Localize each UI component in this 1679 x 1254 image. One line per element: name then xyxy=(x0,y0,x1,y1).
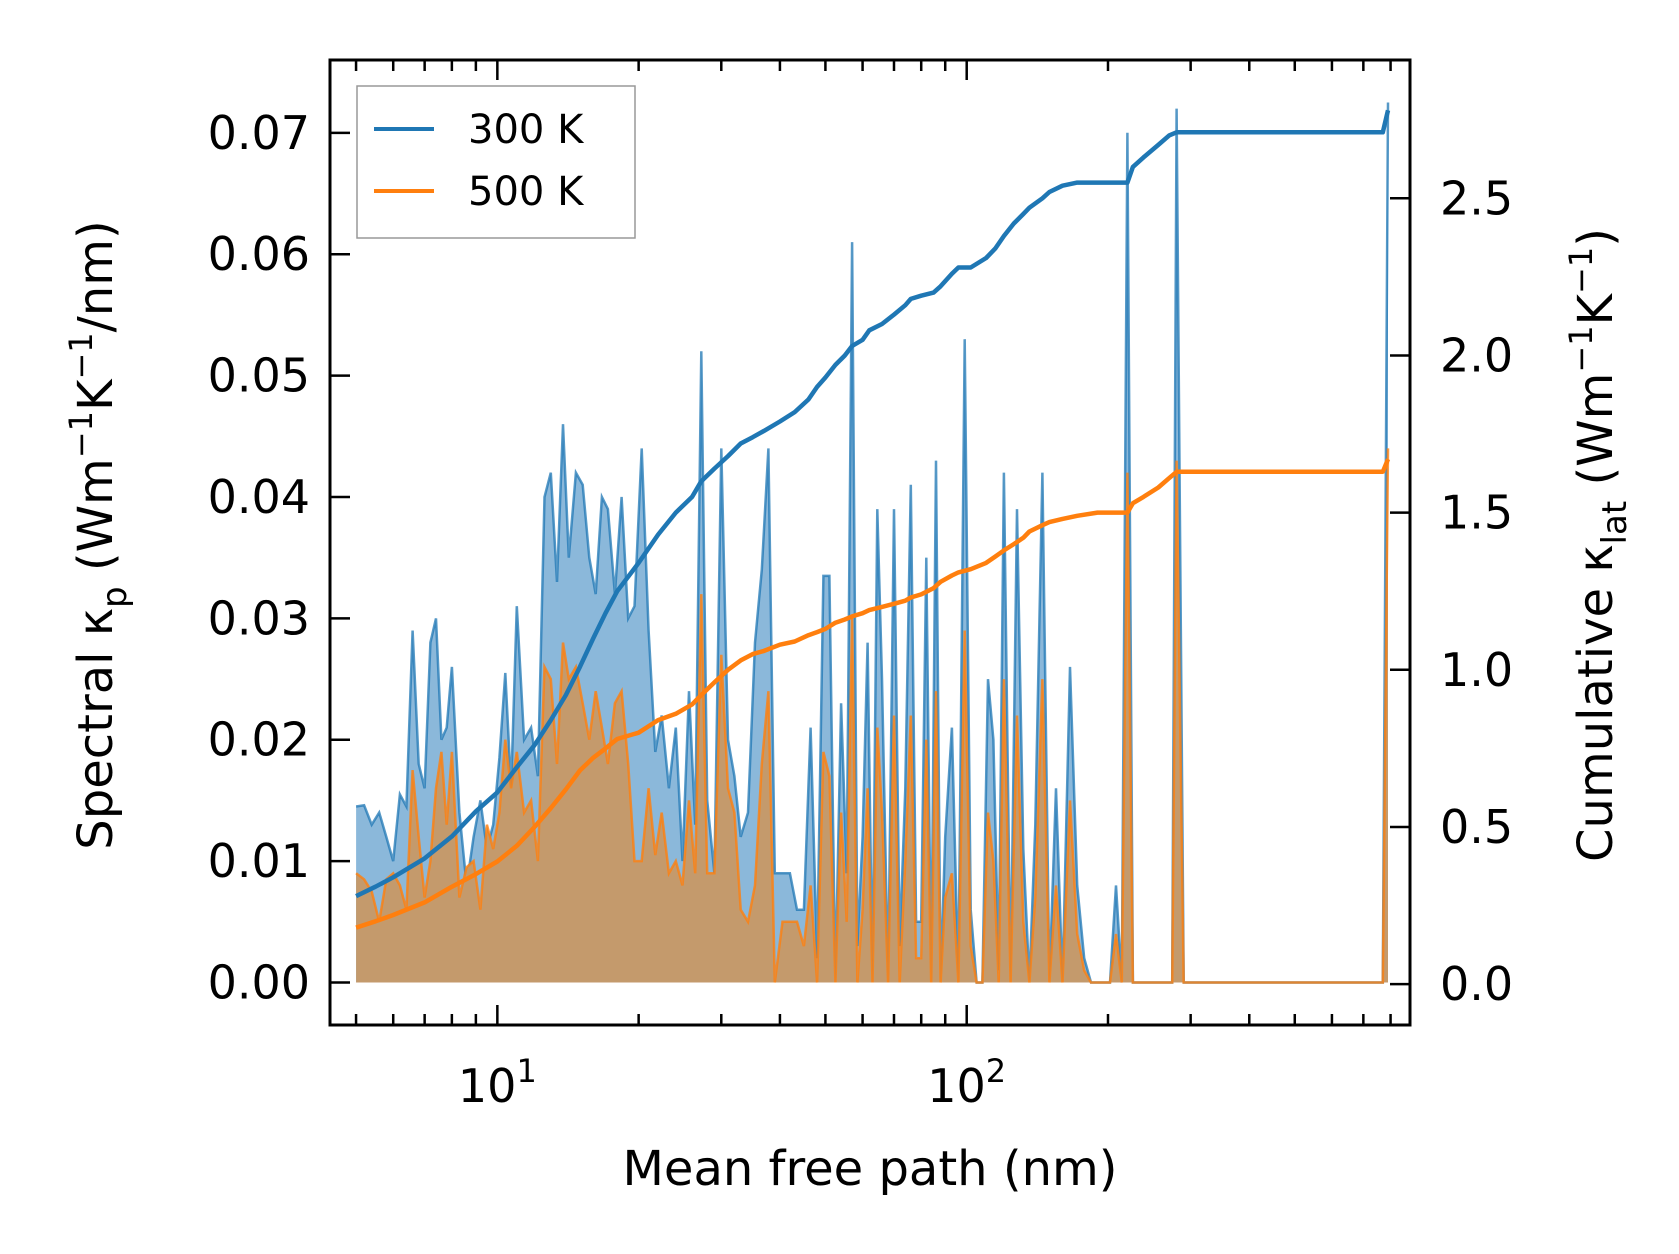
y-left-tick-label: 0.01 xyxy=(208,834,310,888)
plot-frame xyxy=(328,58,1412,1027)
x-tick-labels: 101 102 xyxy=(458,1052,1006,1113)
y-right-tick-label: 2.5 xyxy=(1440,171,1513,225)
cumulative-500k-line xyxy=(355,458,1391,930)
y-right-tick-label: 1.0 xyxy=(1440,643,1513,697)
y-left-axis-title: Spectral κp (Wm−1K−1/nm) xyxy=(62,220,135,849)
y-left-tick-label: 0.04 xyxy=(208,470,310,524)
spectral-fill-layer xyxy=(355,102,1390,984)
y-right-tick-label: 0.0 xyxy=(1440,957,1513,1011)
x-tick-label-100: 102 xyxy=(927,1052,1006,1113)
y-left-tick-label: 0.03 xyxy=(208,591,310,645)
tick-marks xyxy=(330,60,1410,1025)
y-left-tick-label: 0.06 xyxy=(208,227,310,281)
y-left-tick-label: 0.02 xyxy=(208,713,310,767)
spectral-300k-edge xyxy=(355,102,1390,984)
legend-box xyxy=(356,85,636,239)
y-left-tick-label: 0.00 xyxy=(208,956,310,1010)
y-right-tick-label: 1.5 xyxy=(1440,486,1513,540)
y-right-tick-label: 2.0 xyxy=(1440,328,1513,382)
left-y-tick-labels: 0.00 0.01 0.02 0.03 0.04 0.05 0.06 0.07 xyxy=(208,106,310,1010)
legend: 300 K 500 K xyxy=(356,85,636,239)
y-left-tick-label: 0.07 xyxy=(208,106,310,160)
legend-label-300k: 300 K xyxy=(468,107,585,153)
y-right-tick-label: 0.5 xyxy=(1440,800,1513,854)
spectral-500k-area xyxy=(356,448,1389,983)
x-tick-label-10: 101 xyxy=(458,1052,537,1113)
y-left-tick-label: 0.05 xyxy=(208,349,310,403)
y-right-axis-title: Cumulative κlat (Wm−1K−1) xyxy=(1562,228,1635,862)
legend-label-500k: 500 K xyxy=(468,169,585,215)
x-axis-title: Mean free path (nm) xyxy=(623,1141,1118,1197)
cumulative-line-layer xyxy=(355,109,1391,930)
cumulative-300k-line xyxy=(355,109,1391,899)
right-y-tick-labels: 0.0 0.5 1.0 1.5 2.0 2.5 xyxy=(1440,171,1513,1011)
spectral-500k-edge xyxy=(355,448,1390,984)
